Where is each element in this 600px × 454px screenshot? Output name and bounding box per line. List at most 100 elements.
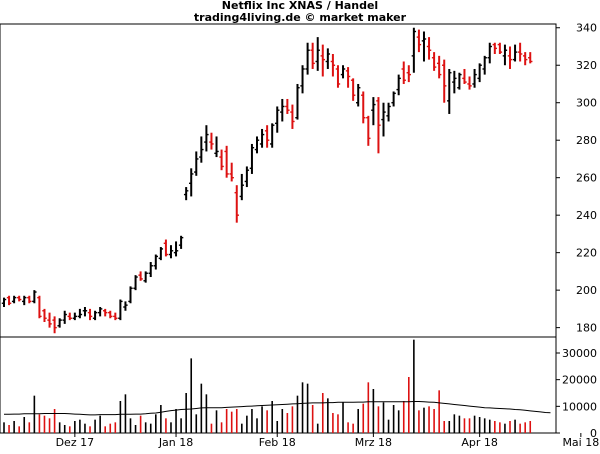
ohlc-bar — [502, 44, 508, 66]
ohlc-bar — [517, 42, 523, 62]
ohlc-bar — [411, 27, 417, 73]
ohlc-bar — [16, 295, 22, 302]
ohlc-bar — [492, 42, 498, 54]
ohlc-bar — [366, 115, 371, 146]
ohlc-bar — [42, 308, 47, 323]
ohlc-bar — [391, 91, 396, 107]
ohlc-bar — [436, 55, 442, 79]
ohlc-bar — [401, 61, 406, 84]
ohlc-bar — [103, 308, 108, 317]
ohlc-bar — [477, 63, 482, 83]
ohlc-bar — [168, 245, 174, 259]
ohlc-bar — [173, 241, 179, 257]
ohlc-bar — [244, 166, 250, 188]
ohlc-bar — [133, 275, 138, 291]
ohlc-bar — [234, 185, 239, 223]
ohlc-bar — [82, 307, 88, 317]
ohlc-bar — [330, 53, 336, 77]
ohlc-bar — [11, 295, 17, 304]
price-tick-label: 320 — [576, 59, 597, 72]
ohlc-bar — [27, 295, 32, 304]
volume-axis: 0 10000 20000 30000 — [556, 347, 597, 440]
ohlc-bar — [153, 254, 158, 270]
ohlc-bar — [52, 316, 57, 334]
ohlc-bar — [113, 312, 118, 321]
volume-tick-label: 30000 — [562, 347, 597, 360]
ohlc-bar — [396, 74, 401, 96]
ohlc-bar — [183, 187, 189, 201]
ohlc-bar — [472, 68, 477, 88]
ohlc-bar — [97, 307, 103, 317]
price-panel: 180 200 220 240 260 280 300 320 340 — [0, 22, 597, 338]
ohlc-bar — [143, 271, 148, 283]
ohlc-bar — [118, 299, 123, 321]
ohlc-bar — [77, 308, 83, 319]
ohlc-bar — [239, 173, 245, 201]
ohlc-bar — [22, 295, 27, 306]
ohlc-bar — [325, 48, 331, 69]
ohlc-bar — [442, 59, 447, 103]
price-tick-label: 300 — [576, 97, 597, 110]
ohlc-bar — [189, 168, 194, 197]
ohlc-bar — [371, 97, 376, 126]
ohlc-bar — [259, 128, 265, 148]
volume-tick-label: 0 — [590, 427, 597, 440]
ohlc-bar — [452, 70, 457, 94]
ohlc-bar — [199, 136, 204, 163]
ohlc-bar — [67, 312, 72, 321]
x-axis: Dez 17 Jan 18 Feb 18 Mrz 18 Apr 18 Mai 18 — [56, 433, 599, 449]
ohlc-bar — [431, 52, 437, 71]
ohlc-bar — [123, 301, 128, 311]
ohlc-bar — [406, 65, 411, 83]
ohlc-bar — [421, 31, 427, 62]
ohlc-bar — [290, 104, 295, 129]
ohlc-bar — [305, 42, 310, 75]
ohlc-bar — [128, 286, 133, 304]
price-tick-label: 280 — [576, 134, 597, 147]
ohlc-bar — [356, 83, 361, 107]
ohlc-bar — [87, 308, 93, 321]
ohlc-bar — [295, 83, 300, 120]
price-tick-label: 200 — [576, 284, 597, 297]
volume-bars — [3, 339, 532, 433]
ohlc-bar — [138, 271, 143, 281]
ohlc-bar — [108, 310, 113, 319]
ohlc-bar — [320, 44, 325, 77]
ohlc-bar — [386, 102, 391, 122]
ohlc-bar — [209, 132, 214, 150]
price-tick-label: 240 — [576, 209, 597, 222]
ohlc-bar — [482, 55, 487, 75]
price-tick-label: 180 — [576, 322, 597, 335]
x-tick-label: Apr 18 — [461, 436, 498, 449]
ohlc-bar — [32, 290, 37, 304]
volume-average-line — [4, 401, 551, 416]
ohlc-bar — [269, 123, 275, 148]
price-tick-label: 260 — [576, 172, 597, 185]
ohlc-bar — [350, 78, 356, 101]
ohlc-bar — [1, 297, 7, 308]
ohlc-bar — [467, 76, 472, 90]
ohlc-bar — [280, 98, 285, 122]
chart-subtitle: trading4living.de © market maker — [194, 11, 407, 24]
ohlc-bar — [249, 143, 255, 174]
ohlc-bar — [264, 125, 270, 148]
ohlc-bar — [361, 91, 366, 124]
ohlc-bar — [254, 136, 260, 154]
ohlc-bar — [376, 97, 381, 154]
price-panel-frame — [0, 23, 557, 338]
ohlc-bar — [507, 46, 513, 69]
x-tick-label: Mai 18 — [562, 436, 599, 449]
ohlc-bar — [62, 310, 67, 324]
x-tick-label: Mrz 18 — [355, 436, 392, 449]
ohlc-bar — [92, 310, 98, 321]
ohlc-bar — [37, 295, 42, 319]
ohlc-bar — [194, 151, 199, 176]
ohlc-bar — [310, 42, 315, 69]
ohlc-bar — [426, 37, 432, 60]
ohlc-bar — [6, 295, 12, 306]
ohlc-bar — [229, 162, 234, 182]
price-tick-label: 220 — [576, 247, 597, 260]
ohlc-bar — [224, 145, 229, 178]
ohlc-bar — [214, 136, 219, 158]
